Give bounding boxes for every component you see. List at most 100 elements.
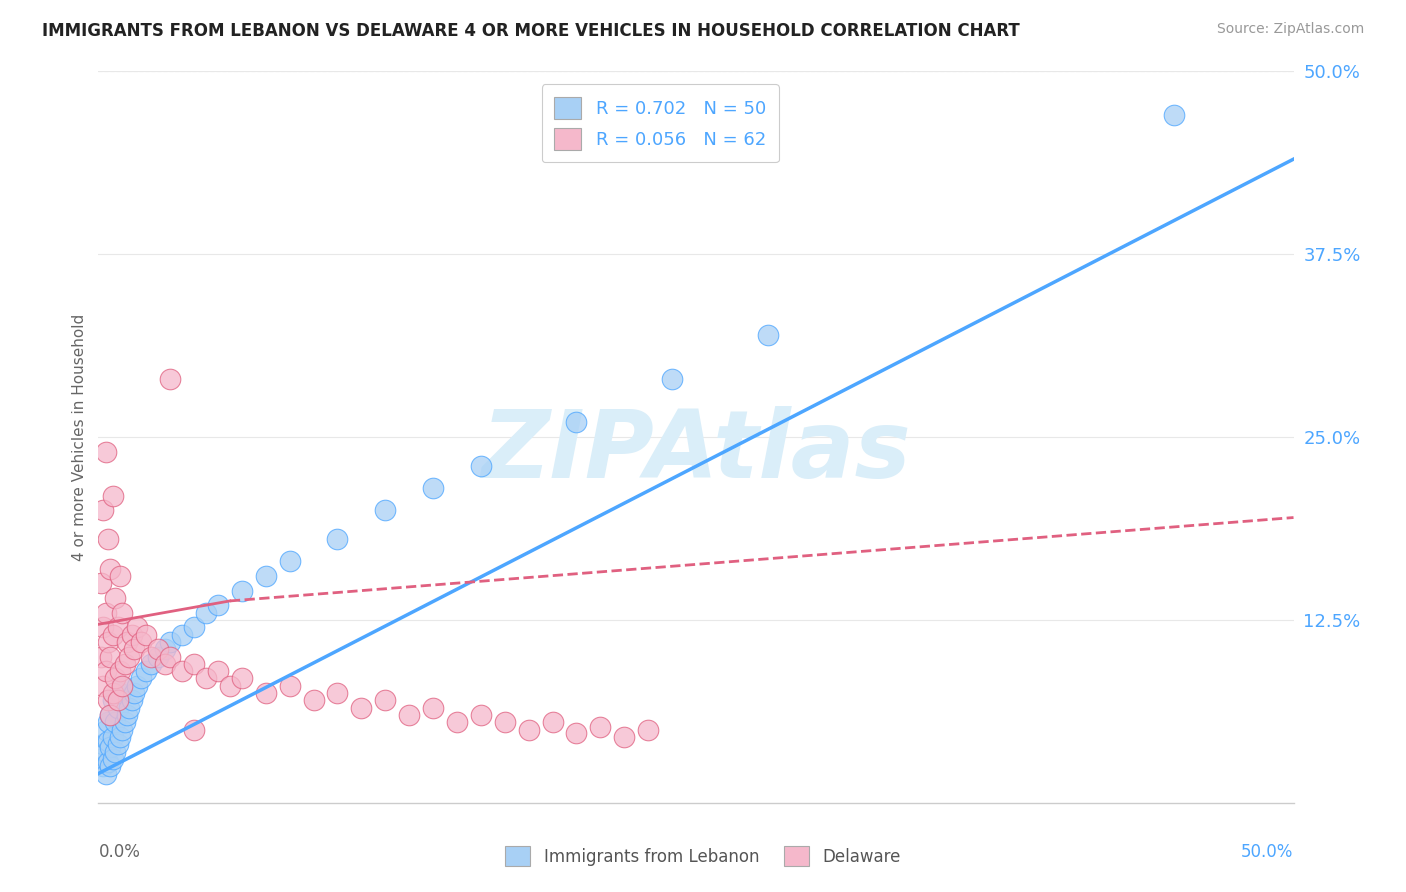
Point — [470, 459, 492, 474]
Point — [494, 715, 516, 730]
Point — [90, 752, 112, 766]
Point — [90, 576, 112, 591]
Point — [104, 672, 127, 686]
Text: 0.0%: 0.0% — [98, 843, 141, 861]
Point — [108, 569, 131, 583]
Point — [97, 533, 120, 547]
Point — [637, 723, 659, 737]
Point — [231, 583, 253, 598]
Text: IMMIGRANTS FROM LEBANON VS DELAWARE 4 OR MORE VEHICLES IN HOUSEHOLD CORRELATION : IMMIGRANTS FROM LEBANON VS DELAWARE 4 OR… — [42, 22, 1019, 40]
Point — [91, 759, 114, 773]
Point — [108, 664, 131, 678]
Point — [107, 700, 129, 714]
Point — [114, 715, 136, 730]
Point — [118, 700, 141, 714]
Point — [159, 649, 181, 664]
Point — [278, 554, 301, 568]
Point — [155, 642, 177, 657]
Point — [124, 686, 146, 700]
Text: ZIPAtlas: ZIPAtlas — [481, 406, 911, 498]
Point — [101, 730, 124, 744]
Point — [446, 715, 468, 730]
Point — [104, 591, 127, 605]
Point — [517, 723, 540, 737]
Point — [111, 606, 134, 620]
Point — [326, 686, 349, 700]
Point — [101, 686, 124, 700]
Legend: Immigrants from Lebanon, Delaware: Immigrants from Lebanon, Delaware — [499, 839, 907, 873]
Point — [219, 679, 242, 693]
Point — [98, 708, 122, 723]
Legend: R = 0.702   N = 50, R = 0.056   N = 62: R = 0.702 N = 50, R = 0.056 N = 62 — [541, 84, 779, 162]
Point — [183, 620, 205, 634]
Point — [97, 715, 120, 730]
Point — [104, 715, 127, 730]
Point — [172, 627, 194, 641]
Point — [94, 606, 117, 620]
Y-axis label: 4 or more Vehicles in Household: 4 or more Vehicles in Household — [72, 313, 87, 561]
Point — [135, 664, 157, 678]
Point — [111, 679, 134, 693]
Point — [155, 657, 177, 671]
Point — [135, 627, 157, 641]
Point — [172, 664, 194, 678]
Point — [422, 700, 444, 714]
Point — [1163, 108, 1185, 122]
Point — [374, 693, 396, 707]
Point — [98, 562, 122, 576]
Point — [108, 730, 131, 744]
Point — [422, 481, 444, 495]
Point — [121, 693, 143, 707]
Text: Source: ZipAtlas.com: Source: ZipAtlas.com — [1216, 22, 1364, 37]
Point — [148, 642, 170, 657]
Point — [207, 599, 229, 613]
Point — [108, 686, 131, 700]
Point — [207, 664, 229, 678]
Point — [195, 672, 218, 686]
Point — [91, 620, 114, 634]
Point — [139, 649, 162, 664]
Point — [107, 737, 129, 751]
Point — [107, 620, 129, 634]
Point — [97, 693, 120, 707]
Point — [131, 672, 153, 686]
Point — [90, 649, 112, 664]
Point — [125, 679, 148, 693]
Point — [101, 489, 124, 503]
Point — [231, 672, 253, 686]
Point — [101, 752, 124, 766]
Point — [661, 371, 683, 385]
Point — [302, 693, 325, 707]
Point — [470, 708, 492, 723]
Point — [565, 416, 588, 430]
Point — [350, 700, 373, 714]
Point — [374, 503, 396, 517]
Point — [613, 730, 636, 744]
Point — [398, 708, 420, 723]
Point — [111, 679, 134, 693]
Point — [148, 649, 170, 664]
Point — [98, 649, 122, 664]
Point — [111, 723, 134, 737]
Point — [115, 635, 138, 649]
Point — [91, 737, 114, 751]
Point — [97, 755, 120, 769]
Point — [98, 708, 122, 723]
Point — [195, 606, 218, 620]
Point — [94, 444, 117, 458]
Point — [101, 693, 124, 707]
Point — [91, 503, 114, 517]
Point — [121, 627, 143, 641]
Point — [118, 649, 141, 664]
Point — [326, 533, 349, 547]
Point — [115, 708, 138, 723]
Point — [94, 723, 117, 737]
Point — [114, 657, 136, 671]
Point — [94, 745, 117, 759]
Text: 50.0%: 50.0% — [1241, 843, 1294, 861]
Point — [104, 745, 127, 759]
Point — [756, 327, 779, 342]
Point — [159, 635, 181, 649]
Point — [124, 642, 146, 657]
Point — [589, 720, 612, 734]
